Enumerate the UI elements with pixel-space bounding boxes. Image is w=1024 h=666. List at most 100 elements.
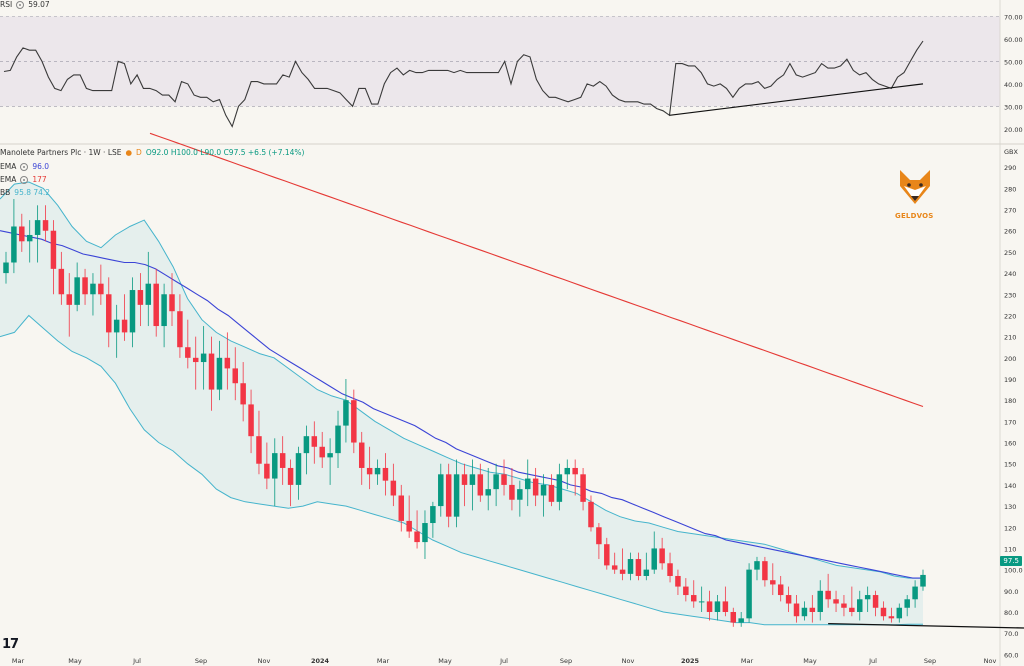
candle bbox=[66, 273, 72, 337]
bb-title: BB bbox=[0, 188, 11, 197]
candle-body bbox=[532, 478, 539, 496]
candle-body bbox=[422, 523, 428, 543]
candle-body bbox=[240, 383, 246, 405]
candle bbox=[785, 586, 792, 612]
candle bbox=[746, 563, 752, 623]
bb-upper-line bbox=[0, 181, 923, 579]
x-tick: Jul bbox=[499, 657, 508, 665]
candle bbox=[493, 463, 499, 507]
candle bbox=[58, 251, 65, 305]
candle bbox=[461, 463, 468, 507]
eye-icon[interactable] bbox=[16, 0, 25, 9]
candle bbox=[264, 442, 270, 490]
price-y-tick: 260 bbox=[1004, 228, 1016, 236]
eye-icon[interactable] bbox=[20, 162, 29, 171]
candle bbox=[691, 580, 697, 608]
price-y-tick: 150 bbox=[1004, 461, 1016, 469]
candle-body bbox=[461, 474, 468, 485]
candle-body bbox=[627, 559, 634, 574]
candle bbox=[548, 474, 555, 507]
candle bbox=[366, 446, 373, 490]
candle bbox=[896, 603, 903, 623]
candle-body bbox=[888, 616, 895, 619]
candle-body bbox=[635, 559, 642, 576]
candle-body bbox=[224, 357, 231, 369]
candle bbox=[390, 463, 397, 507]
candle-body bbox=[588, 501, 594, 528]
candle-body bbox=[872, 595, 879, 608]
candle-body bbox=[74, 277, 80, 305]
price-y-tick: 280 bbox=[1004, 185, 1016, 193]
candle-body bbox=[738, 618, 744, 623]
price-y-tick: 110 bbox=[1004, 545, 1016, 553]
candle bbox=[3, 251, 9, 284]
candle bbox=[619, 548, 626, 581]
candle bbox=[524, 459, 531, 507]
candle-body bbox=[287, 467, 294, 485]
candle bbox=[82, 268, 88, 305]
candle-body bbox=[548, 484, 555, 502]
candle-body bbox=[232, 368, 238, 384]
candle bbox=[833, 590, 839, 612]
candle-body bbox=[754, 561, 760, 570]
candle bbox=[430, 501, 436, 538]
candle bbox=[42, 205, 49, 242]
candle-body bbox=[912, 586, 918, 600]
x-tick: Jul bbox=[868, 657, 877, 665]
candle bbox=[643, 552, 650, 581]
candle-body bbox=[691, 595, 697, 602]
candle-body bbox=[564, 467, 571, 475]
candle bbox=[596, 523, 602, 560]
eye-icon[interactable] bbox=[20, 175, 29, 184]
candle-body bbox=[208, 353, 215, 390]
candle-body bbox=[675, 575, 681, 587]
rsi-divergence-line bbox=[669, 83, 924, 116]
candle bbox=[26, 220, 33, 263]
x-tick: Mar bbox=[377, 657, 390, 665]
candle bbox=[714, 595, 721, 621]
candle-body bbox=[185, 347, 191, 358]
candle-body bbox=[698, 601, 705, 603]
candle-body bbox=[438, 474, 444, 507]
price-y-tick: 80.0 bbox=[1004, 609, 1018, 617]
candle bbox=[90, 273, 96, 316]
candle-body bbox=[841, 603, 847, 608]
candle-body bbox=[493, 474, 499, 490]
rsi-line bbox=[3, 40, 924, 128]
x-tick: Jul bbox=[132, 657, 141, 665]
ema-fast-value: 96.0 bbox=[32, 162, 50, 171]
candle bbox=[604, 537, 610, 570]
price-y-tick: 130 bbox=[1004, 503, 1016, 511]
candle bbox=[327, 438, 333, 485]
candle bbox=[762, 556, 768, 587]
candle-body bbox=[343, 400, 349, 426]
candle bbox=[864, 586, 871, 612]
candle bbox=[343, 378, 349, 443]
candle bbox=[272, 438, 278, 507]
candle-body bbox=[604, 544, 610, 566]
candle bbox=[295, 446, 302, 500]
ema-slow-title: EMA bbox=[0, 175, 17, 184]
candle bbox=[477, 463, 484, 502]
candle bbox=[809, 595, 816, 623]
candle-body bbox=[683, 586, 689, 596]
price-y-tick: 190 bbox=[1004, 376, 1016, 384]
candle bbox=[358, 431, 365, 485]
price-y-tick: 160 bbox=[1004, 440, 1016, 448]
candle bbox=[611, 552, 618, 574]
candle-body bbox=[619, 569, 626, 574]
candle-body bbox=[106, 294, 112, 333]
candle bbox=[200, 326, 207, 390]
candle-body bbox=[485, 489, 491, 496]
candle-body bbox=[825, 590, 831, 600]
rsi-y-tick: 20.00 bbox=[1004, 126, 1023, 134]
candle-body bbox=[216, 357, 223, 390]
candle bbox=[627, 552, 634, 581]
candle-body bbox=[311, 436, 318, 447]
candle bbox=[722, 586, 729, 617]
candle-body bbox=[556, 474, 563, 502]
candle-body bbox=[113, 319, 120, 333]
candle bbox=[216, 340, 223, 401]
ema-slow-legend: EMA 177 bbox=[0, 175, 47, 184]
